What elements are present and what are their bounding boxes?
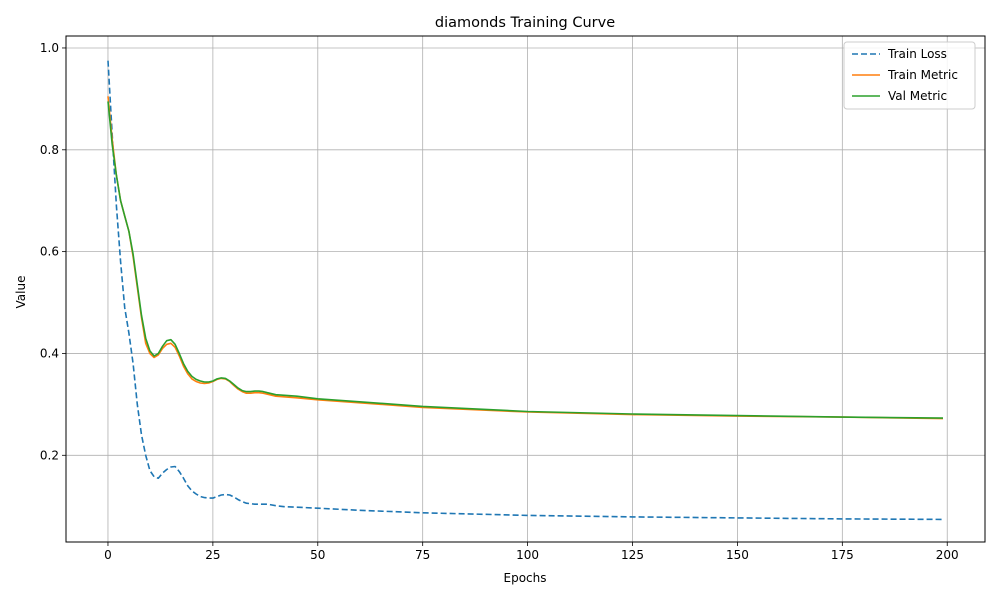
y-tick-label: 1.0 <box>40 41 59 55</box>
y-tick-label: 0.6 <box>40 245 59 259</box>
x-tick-label: 200 <box>936 548 959 562</box>
legend: Train Loss Train Metric Val Metric <box>843 41 976 110</box>
plot-frame <box>65 35 986 543</box>
y-tick-label: 0.2 <box>40 448 59 462</box>
x-tick-label: 0 <box>104 548 112 562</box>
legend-label: Train Metric <box>887 68 958 82</box>
chart-title: diamonds Training Curve <box>435 15 615 31</box>
y-tick-label: 0.8 <box>40 143 59 157</box>
x-tick-label: 150 <box>726 548 749 562</box>
ticks: 0 25 50 75 100 125 150 175 200 0.2 0.4 0.6 0.8 1.0 <box>40 41 959 562</box>
series-line-train-loss <box>107 60 944 521</box>
x-tick-label: 50 <box>310 548 325 562</box>
x-tick-label: 125 <box>621 548 644 562</box>
legend-label: Train Loss <box>887 47 947 61</box>
x-tick-label: 25 <box>205 548 220 562</box>
y-tick-label: 0.4 <box>40 346 59 360</box>
series-line-train-metric <box>107 96 944 420</box>
grid <box>66 36 985 542</box>
x-tick-label: 100 <box>516 548 539 562</box>
series-layer <box>107 60 944 521</box>
y-axis-label: Value <box>14 276 28 309</box>
x-axis-label: Epochs <box>504 571 547 585</box>
legend-box <box>843 41 976 110</box>
x-tick-label: 175 <box>831 548 854 562</box>
x-tick-label: 75 <box>415 548 430 562</box>
legend-label: Val Metric <box>888 89 947 103</box>
series-line-val-metric <box>107 101 944 419</box>
